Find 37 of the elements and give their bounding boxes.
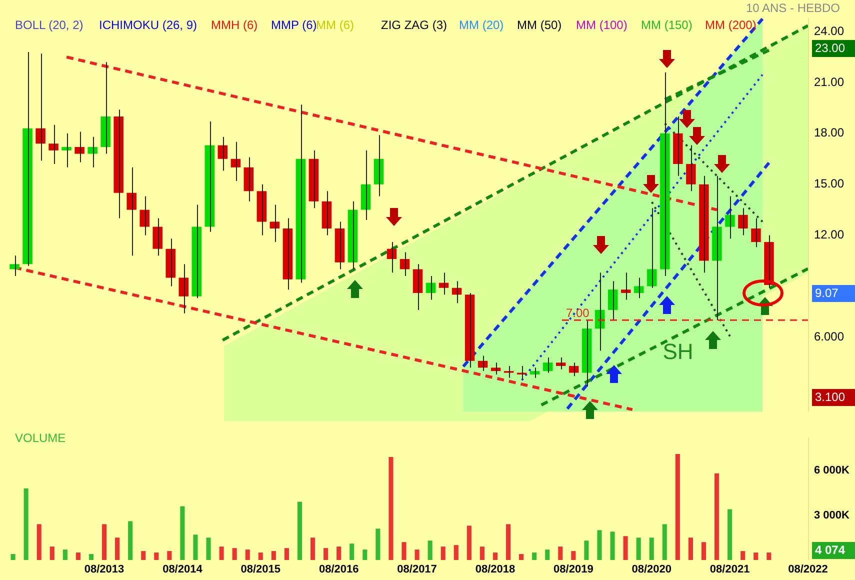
annotation: MM (100): [576, 18, 628, 32]
annotation: BOLL (20, 2): [15, 18, 84, 32]
x-tick-label: 08/2022: [788, 564, 828, 576]
x-tick-label: 08/2017: [397, 564, 437, 576]
annotation: MMP (6): [271, 18, 317, 32]
y-tick-label: 18.00: [814, 126, 844, 140]
y-tick-label: 6.000: [814, 329, 844, 344]
annotation: MMH (6): [211, 18, 258, 32]
y-tick-label: 12.00: [814, 228, 844, 242]
annotation: MM (50): [517, 18, 562, 32]
ref-line-label: 7.00: [566, 306, 590, 320]
text: 4 074: [812, 542, 855, 559]
x-tick-label: 08/2020: [632, 564, 672, 576]
text: 9.07: [812, 284, 855, 302]
annotation: MM (200): [705, 18, 756, 32]
annotation: MM (150): [641, 18, 692, 32]
x-tick-label: 08/2018: [475, 564, 516, 576]
chart-subtitle: 10 ANS - HEBDO: [746, 1, 840, 15]
annotation: ZIG ZAG (3): [381, 18, 447, 32]
text: 3.100: [812, 388, 855, 406]
x-tick-label: 08/2016: [318, 564, 359, 576]
y-tick-label: 21.00: [814, 74, 844, 89]
y-tick-label: 24.00: [814, 24, 844, 38]
y-tick-label: 15.00: [814, 176, 844, 191]
x-tick-label: 08/2021: [710, 564, 750, 576]
x-tick-label: 08/2014: [162, 564, 204, 576]
y-tick-label: 3 000K: [814, 509, 850, 522]
x-tick-label: 08/2015: [240, 564, 281, 576]
annotation: MM (6): [316, 18, 354, 32]
annotation: MM (20): [459, 18, 504, 32]
annotation: VOLUME: [15, 431, 66, 445]
x-tick-label: 08/2013: [84, 564, 124, 576]
annotation: ICHIMOKU (26, 9): [99, 18, 198, 32]
annotation: SH: [662, 339, 694, 364]
y-tick-label: 6 000K: [814, 464, 850, 476]
text: 23.00: [812, 40, 855, 56]
x-tick-label: 08/2019: [554, 564, 594, 576]
